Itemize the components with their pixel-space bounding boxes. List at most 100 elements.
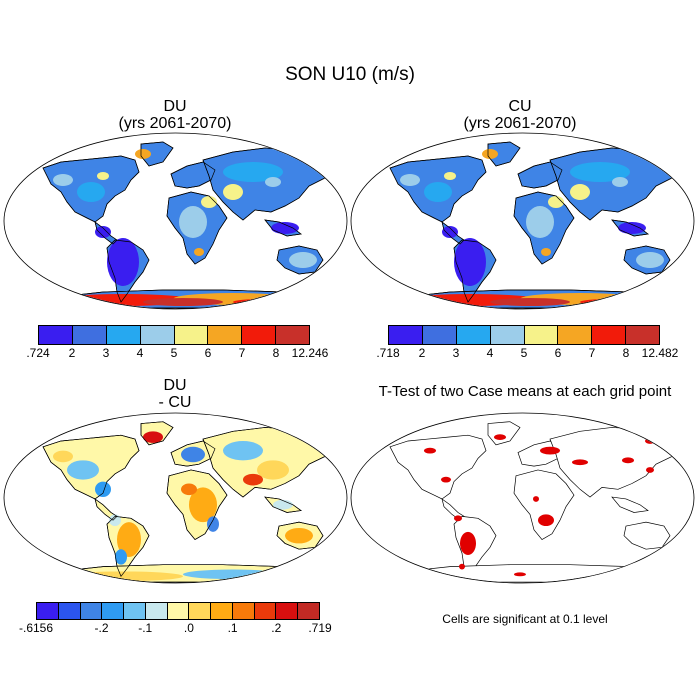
field-patch [181,446,205,463]
colorbar-swatch [276,603,299,619]
map-diff-panel [3,412,348,584]
map-cu-panel [350,132,695,310]
coastline [453,239,497,303]
land-mass [611,496,649,513]
colorbar-cu [388,325,660,345]
field-patch [289,252,317,268]
colorbar-tick-label: -.1 [138,621,153,635]
field-patch [538,514,554,527]
colorbar-tick-label: .719 [308,621,332,635]
field-patch [441,476,451,483]
colorbar-swatch [145,603,168,619]
colorbar-tick-label: 12.246 [291,346,329,360]
field-patch [570,162,630,182]
field-patch [265,177,281,187]
field-patch [526,206,554,238]
coastline [94,498,118,521]
field-patch [207,516,219,532]
colorbar-swatch [106,326,141,344]
panel-diff-sub: - CU [158,394,192,411]
coastline [106,516,150,577]
field-patch [400,299,440,305]
field-patch [201,196,217,208]
colorbar-tick-label: 8 [622,346,630,360]
colorbar-swatch [72,326,107,344]
field-patch [243,473,263,486]
field-patch [143,298,223,306]
panel-du-title: DU (yrs 2061-2070) [75,98,275,132]
colorbar-swatch [389,326,423,344]
field-patch [143,431,163,443]
field-patch [109,514,121,527]
field-patch [454,238,486,286]
field-patch [285,527,313,544]
field-patch [179,206,207,238]
field-patch [67,460,99,480]
field-patch [95,481,111,498]
coastline [94,221,118,245]
panel-du-name: DU [163,98,187,115]
colorbar-swatch [276,326,309,344]
colorbar-tick-label: 7 [238,346,246,360]
figure-title: SON U10 (m/s) [285,64,415,85]
coastline [264,496,302,513]
field-patch [482,149,498,159]
field-patch [77,182,105,202]
colorbar-swatch [626,326,659,344]
colorbar-tick-label: 4 [136,346,144,360]
field-patch [223,162,283,182]
field-patch [541,248,551,256]
coastline [611,219,649,237]
panel-diff-name: DU [163,377,187,394]
colorbar-swatch [298,603,319,619]
map-du-panel [3,132,348,310]
field-patch [115,549,127,565]
colorbar-swatch [254,603,277,619]
field-patch [636,252,664,268]
field-patch [646,467,654,473]
colorbar-tick-label: .724 [26,346,50,360]
colorbar-swatch [80,603,103,619]
coastline [170,161,216,189]
coastline [166,469,228,540]
coastline [513,191,575,265]
field-patch [540,446,560,455]
map-ttest-panel [350,412,695,584]
colorbar-swatch [558,326,593,344]
colorbar-swatch [102,603,125,619]
colorbar-swatch [456,326,491,344]
field-patch [444,172,456,180]
field-patch [533,496,539,502]
coastline [264,219,302,237]
field-patch [271,222,299,234]
field-patch [181,483,197,496]
land-mass [513,469,575,540]
field-patch [107,238,139,286]
field-patch [494,434,506,441]
colorbar-swatch [124,603,146,619]
field-patch [570,184,590,200]
coastline [170,440,216,467]
colorbar-swatch [140,326,175,344]
colorbar-diff-ticks: -.6156 -.2 -.1 .0 .1 .2 .719 [19,621,332,637]
field-patch [454,515,462,522]
field-patch [572,459,588,466]
coastline [140,141,174,167]
colorbar-tick-label: 12.482 [641,346,679,360]
colorbar-tick-label: 4 [486,346,494,360]
field-patch [97,172,109,180]
coastline [140,421,174,446]
coastline [42,155,140,223]
field-patch [442,226,458,238]
colorbar-tick-label: .0 [183,621,194,635]
colorbar-tick-label: 6 [554,346,562,360]
colorbar-swatch [232,603,255,619]
coastline [441,221,465,245]
ttest-note: Cells are significant at 0.1 level [442,612,608,626]
panel-ttest-title: T-Test of two Case means at each grid po… [378,383,672,400]
field-patch [95,226,111,238]
colorbar-tick-label: 6 [204,346,212,360]
panel-cu-years: (yrs 2061-2070) [463,115,577,132]
colorbar-tick-label: 2 [418,346,426,360]
field-patch [424,182,452,202]
